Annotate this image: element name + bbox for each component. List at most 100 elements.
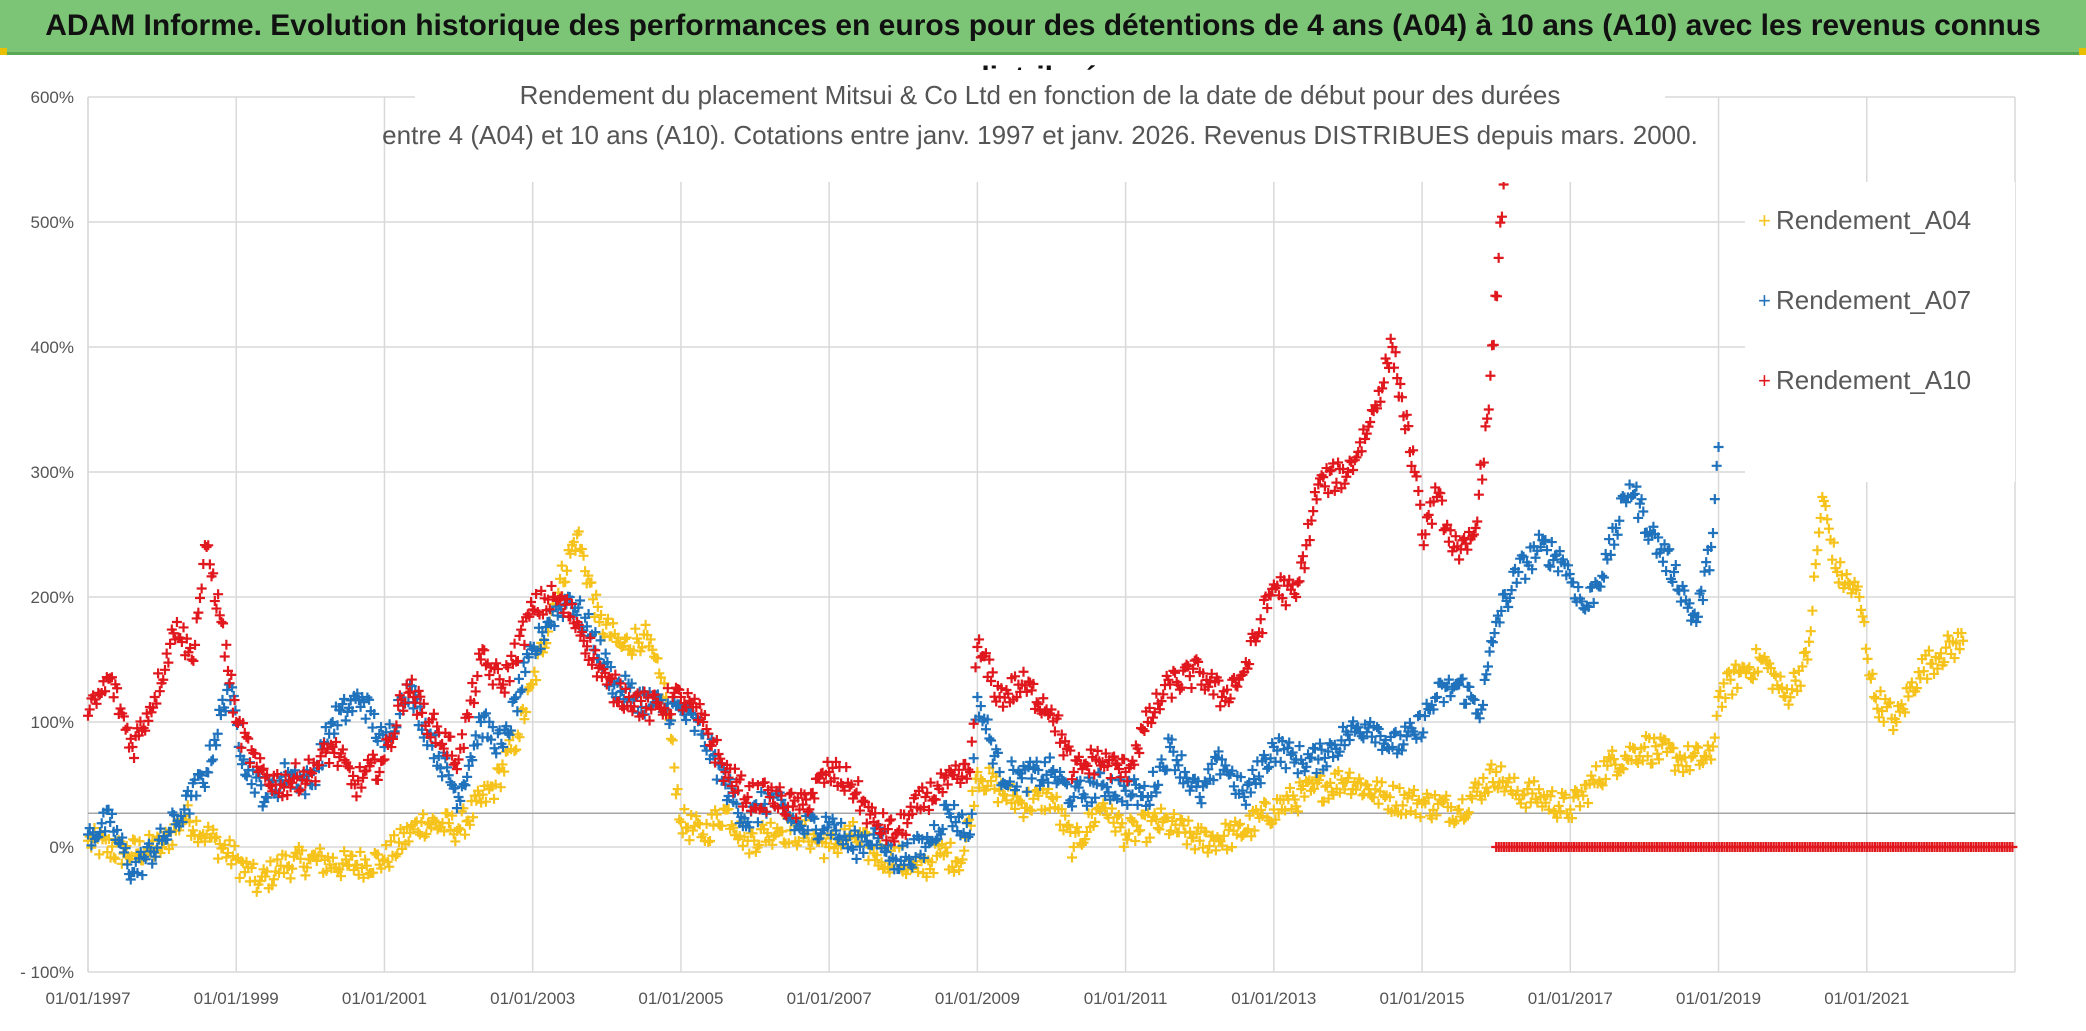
scatter-point-a10 (112, 683, 123, 694)
scatter-point-a07 (1294, 741, 1305, 752)
scatter-point-a07 (125, 874, 136, 885)
scatter-point-a04 (670, 789, 681, 800)
scatter-point-a10 (94, 689, 105, 700)
scatter-point-a04 (1718, 678, 1729, 689)
scatter-point-a04 (477, 789, 488, 800)
scatter-point-a07 (986, 735, 997, 746)
scatter-point-a10 (290, 758, 301, 769)
data-point-a07-70 (1691, 617, 1702, 627)
scatter-point-a07 (1021, 786, 1032, 797)
x-tick-label-0: 01/01/1997 (45, 989, 130, 1008)
scatter-point-a04 (739, 831, 750, 842)
scatter-point-a04 (1226, 842, 1237, 853)
scatter-point-a10 (293, 786, 304, 797)
scatter-point-a07 (711, 774, 722, 785)
scatter-point-a10 (902, 818, 913, 829)
scatter-point-a10 (889, 836, 900, 847)
scatter-point-a10 (1021, 686, 1032, 697)
scatter-point-a07 (199, 781, 210, 792)
scatter-point-a04 (209, 833, 220, 844)
scatter-point-a04 (1409, 785, 1420, 796)
scatter-point-a10 (968, 718, 979, 729)
scatter-point-a04 (447, 810, 458, 821)
scatter-point-a10 (100, 686, 111, 697)
scatter-point-a04 (382, 856, 393, 867)
scatter-point-a07 (1450, 679, 1461, 690)
scatter-point-a04 (1889, 713, 1900, 724)
scatter-point-a07 (505, 725, 516, 736)
scatter-point-a10 (546, 580, 557, 591)
scatter-point-a04 (998, 789, 1009, 800)
scatter-point-a07 (455, 795, 466, 806)
scatter-point-a04 (208, 824, 219, 835)
scatter-point-a07 (162, 834, 173, 845)
corner-marker-left (0, 48, 7, 55)
scatter-point-a04 (389, 830, 400, 841)
scatter-point-a04 (647, 644, 658, 655)
scatter-point-a10 (1378, 377, 1389, 388)
scatter-point-a07 (881, 847, 892, 858)
scatter-point-a04 (1257, 810, 1268, 821)
scatter-point-a10 (1067, 774, 1078, 785)
scatter-point-a10 (209, 596, 220, 607)
scatter-point-a10 (1459, 532, 1470, 543)
scatter-point-a04 (1608, 754, 1619, 765)
scatter-point-a04 (1076, 839, 1087, 850)
scatter-point-a04 (1865, 673, 1876, 684)
scatter-point-a04 (1108, 817, 1119, 828)
scatter-point-a07 (1353, 722, 1364, 733)
scatter-point-a07 (369, 708, 380, 719)
scatter-point-a10 (250, 748, 261, 759)
scatter-point-a10 (779, 809, 790, 820)
data-point-a10-27 (698, 717, 709, 727)
scatter-point-a04 (1478, 772, 1489, 783)
scatter-point-a04 (519, 714, 530, 725)
scatter-point-a07 (1206, 758, 1217, 769)
scatter-point-a10 (178, 622, 189, 633)
scatter-point-a07 (487, 722, 498, 733)
scatter-point-a07 (1178, 778, 1189, 789)
scatter-point-a04 (1552, 812, 1563, 823)
scatter-point-a07 (191, 790, 202, 801)
scatter-point-a04 (1727, 689, 1738, 700)
scatter-point-a07 (549, 621, 560, 632)
scatter-point-a10 (227, 707, 238, 718)
scatter-point-a04 (1918, 666, 1929, 677)
data-point-a10-56 (1387, 342, 1398, 352)
scatter-point-a10 (1114, 764, 1125, 775)
scatter-point-a10 (1065, 745, 1076, 756)
scatter-point-a04 (297, 845, 308, 856)
data-point-a04-51 (1491, 767, 1502, 777)
scatter-point-a07 (376, 722, 387, 733)
chart-title-line-1: Rendement du placement Mitsui & Co Ltd e… (520, 80, 1561, 110)
y-tick-label-5: 100% (31, 713, 74, 732)
scatter-point-a10 (1360, 433, 1371, 444)
scatter-point-a04 (134, 836, 145, 847)
scatter-point-a07 (1648, 521, 1659, 532)
scatter-point-a10 (1442, 519, 1453, 530)
scatter-point-a07 (708, 750, 719, 761)
scatter-point-a10 (1333, 457, 1344, 468)
scatter-point-a07 (1460, 698, 1471, 709)
scatter-point-a07 (858, 847, 869, 858)
scatter-point-a07 (1549, 550, 1560, 561)
scatter-point-a10 (829, 773, 840, 784)
scatter-point-a07 (442, 762, 453, 773)
scatter-point-a04 (1810, 559, 1821, 570)
scatter-point-a04 (492, 763, 503, 774)
scatter-point-a04 (1805, 626, 1816, 637)
scatter-point-a10 (463, 712, 474, 723)
series-a10-zero-points (1491, 842, 2018, 852)
scatter-point-a10 (1375, 396, 1386, 407)
scatter-point-a10 (1311, 494, 1322, 505)
scatter-point-a04 (1951, 638, 1962, 649)
scatter-point-a10 (582, 641, 593, 652)
scatter-point-a07 (1464, 681, 1475, 692)
scatter-point-a07 (1173, 760, 1184, 771)
scatter-point-a04 (1568, 792, 1579, 803)
scatter-point-a07 (175, 811, 186, 822)
scatter-point-a10 (1018, 666, 1029, 677)
scatter-point-a10 (861, 818, 872, 829)
y-tick-label-4: 200% (31, 588, 74, 607)
scatter-point-a04 (1555, 806, 1566, 817)
